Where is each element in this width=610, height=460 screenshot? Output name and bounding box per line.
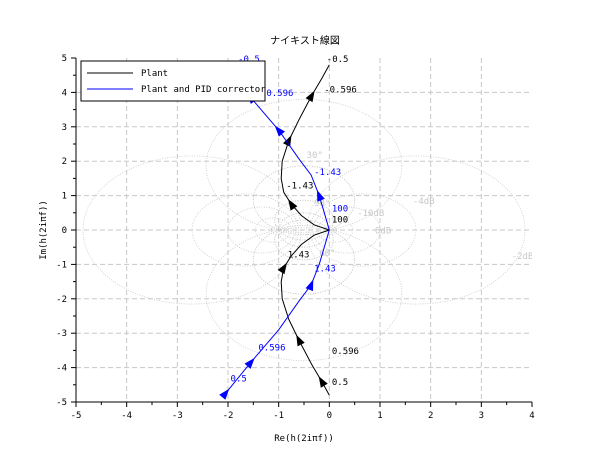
gain-circle [316,217,354,243]
y-tick-label: -3 [56,329,67,339]
series-curve-positive-freq [280,229,330,396]
x-tick-label: -4 [121,411,132,421]
gain-circle [312,206,381,254]
gain-circle [309,193,417,267]
direction-arrow [274,125,285,137]
hall-label: 30° [307,151,323,161]
chart-title: ナイキスト線図 [270,34,340,47]
x-tick-label: -2 [223,411,234,421]
phase-circle [252,224,356,295]
direction-arrow [244,357,255,369]
frequency-label: -0.596 [324,85,357,95]
hall-label: 6dB [375,226,391,236]
gain-circle [254,217,292,243]
series-1: 0.5 0.596 1.43 100 -0.5 -0.596 -1.43 [219,55,348,400]
direction-arrow [277,262,287,275]
x-tick-label: 2 [428,411,433,421]
frequency-label: -1.43 [314,168,341,178]
frequency-label: 1.43 [288,251,310,261]
x-tick-label: 4 [529,411,534,421]
legend: Plant Plant and PID corrector [80,60,266,102]
frequency-label: -1.43 [286,182,313,192]
series-group: 0.5 0.596 1.43 100 -0.5 -0.596 -1.43 0.5 0.596 1.… [219,55,359,400]
hall-chart-circles: -4dB -2dB 6dB -10dB 30° 90° 60° [82,98,534,362]
y-tick-label: -4 [56,364,67,374]
x-tick-label: 0 [327,411,332,421]
frequency-label: 100 [332,215,348,225]
x-axis-label: Re(h(2iπf)) [274,434,334,444]
y-tick-label: 4 [62,88,67,98]
gain-circle [82,155,302,305]
x-tick-label: 3 [479,411,484,421]
y-tick-label: 5 [62,54,67,64]
y-tick-label: 3 [62,123,67,133]
y-tick-label: -1 [56,260,67,270]
x-tick-label: 1 [377,411,382,421]
direction-arrow [219,388,230,400]
series-0: 0.5 0.596 1.43 100 -0.5 -0.596 -1.43 [277,55,359,396]
phase-circle [205,98,403,233]
hall-label: -10dB [357,209,384,219]
gain-circle [323,225,338,235]
frequency-label: 0.5 [231,374,247,384]
direction-arrow [317,190,325,202]
y-tick-label: -2 [56,295,67,305]
y-tick-label: 2 [62,157,67,167]
phase-circle [274,219,334,261]
frequency-label: 1.43 [314,264,336,274]
gain-circle [306,155,526,305]
frequency-label: 0.596 [332,347,359,357]
series-curve-negative-freq [225,66,330,231]
frequency-label: 0.596 [258,343,285,353]
series-curve-positive-freq [225,229,330,394]
y-axis-label: Im(h(2iπf)) [39,200,49,260]
frequency-label: -0.596 [261,89,294,99]
y-tick-label: 0 [62,226,67,236]
direction-arrow [283,135,292,147]
frequency-label: 0.5 [332,378,348,388]
direction-arrow [305,279,314,292]
hall-label: -2dB [512,252,534,262]
x-tick-label: -1 [273,411,284,421]
hall-label: -4dB [413,197,435,207]
frequency-label: 100 [332,204,348,214]
hall-label: 90° [314,199,330,209]
y-tick-label: 1 [62,192,67,202]
hall-label: 60° [319,249,335,259]
direction-arrow [318,376,328,388]
x-tick-label: -3 [172,411,183,421]
phase-circle [274,199,334,241]
gain-circle [191,193,299,267]
direction-arrow [296,334,305,347]
frequency-label: -0.5 [238,55,260,65]
y-tick-label: -5 [56,398,67,408]
legend-plant: Plant [141,69,168,79]
direction-arrow [288,199,298,211]
gain-circle [270,225,285,235]
axes: -5 -4 -3 -2 -1 0 1 2 3 4 -5 -4 -3 -2 -1 0 1 2 3 4 5 [56,54,535,421]
gain-circle [227,206,296,254]
legend-plant-pid: Plant and PID corrector [141,85,266,95]
frequency-label: -0.5 [327,55,349,65]
phase-circle [205,227,403,362]
x-tick-label: -5 [71,411,82,421]
direction-arrow [305,90,315,103]
